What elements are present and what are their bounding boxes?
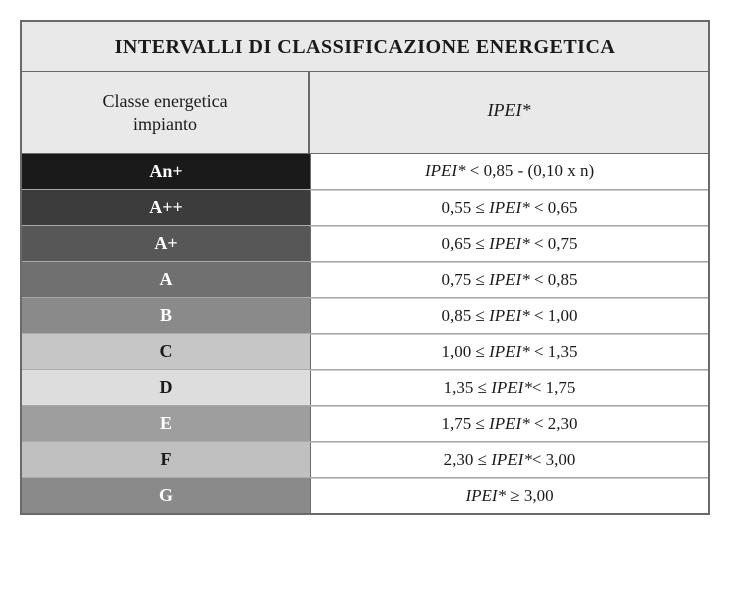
table-row: An+IPEI* < 0,85 - (0,10 x n) — [22, 154, 708, 189]
range-pre: 1,00 ≤ — [442, 342, 490, 361]
header-ipei-col: IPEI* — [310, 72, 708, 153]
range-post: ≥ 3,00 — [506, 486, 554, 505]
table-row: D1,35 ≤ IPEI*< 1,75 — [22, 369, 708, 405]
table-row: C1,00 ≤ IPEI* < 1,35 — [22, 333, 708, 369]
class-cell: A++ — [22, 190, 310, 225]
range-cell: 1,00 ≤ IPEI* < 1,35 — [310, 334, 708, 369]
header-class-col: Classe energetica impianto — [22, 72, 310, 153]
class-cell: G — [22, 478, 310, 513]
ipei-label: IPEI* — [489, 414, 530, 433]
table-row: A++0,55 ≤ IPEI* < 0,65 — [22, 189, 708, 225]
header-class-line1: Classe energetica — [102, 91, 227, 111]
range-cell: 2,30 ≤ IPEI*< 3,00 — [310, 442, 708, 477]
class-cell: D — [22, 370, 310, 405]
ipei-label: IPEI* — [489, 198, 530, 217]
range-cell: IPEI* < 0,85 - (0,10 x n) — [310, 154, 708, 189]
table-row: A+0,65 ≤ IPEI* < 0,75 — [22, 225, 708, 261]
ipei-label: IPEI* — [489, 342, 530, 361]
table-row: E1,75 ≤ IPEI* < 2,30 — [22, 405, 708, 441]
range-pre: 0,85 ≤ — [442, 306, 490, 325]
class-cell: B — [22, 298, 310, 333]
range-pre: 0,65 ≤ — [442, 234, 490, 253]
range-cell: 0,55 ≤ IPEI* < 0,65 — [310, 190, 708, 225]
range-cell: 1,75 ≤ IPEI* < 2,30 — [310, 406, 708, 441]
table-body: An+IPEI* < 0,85 - (0,10 x n)A++0,55 ≤ IP… — [22, 154, 708, 513]
range-post: < 0,75 — [530, 234, 578, 253]
range-post: < 0,65 — [530, 198, 578, 217]
ipei-label: IPEI* — [489, 306, 530, 325]
ipei-label: IPEI* — [425, 161, 466, 180]
class-cell: A+ — [22, 226, 310, 261]
range-pre: 1,75 ≤ — [442, 414, 490, 433]
ipei-label: IPEI* — [491, 378, 532, 397]
range-cell: 0,75 ≤ IPEI* < 0,85 — [310, 262, 708, 297]
class-cell: An+ — [22, 154, 310, 189]
header-class-line2: impianto — [133, 114, 197, 134]
table-title: INTERVALLI DI CLASSIFICAZIONE ENERGETICA — [22, 22, 708, 72]
range-post: < 1,00 — [530, 306, 578, 325]
range-post: < 1,35 — [530, 342, 578, 361]
range-pre: 0,55 ≤ — [442, 198, 490, 217]
energy-class-table: INTERVALLI DI CLASSIFICAZIONE ENERGETICA… — [20, 20, 710, 515]
range-post: < 1,75 — [532, 378, 576, 397]
table-row: A0,75 ≤ IPEI* < 0,85 — [22, 261, 708, 297]
range-pre: 2,30 ≤ — [444, 450, 492, 469]
class-cell: E — [22, 406, 310, 441]
ipei-label: IPEI* — [489, 234, 530, 253]
table-row: GIPEI* ≥ 3,00 — [22, 477, 708, 513]
range-cell: IPEI* ≥ 3,00 — [310, 478, 708, 513]
table-row: B0,85 ≤ IPEI* < 1,00 — [22, 297, 708, 333]
ipei-label: IPEI* — [489, 270, 530, 289]
class-cell: C — [22, 334, 310, 369]
range-post: < 3,00 — [532, 450, 576, 469]
class-cell: A — [22, 262, 310, 297]
class-cell: F — [22, 442, 310, 477]
range-pre: 1,35 ≤ — [444, 378, 492, 397]
ipei-label: IPEI* — [491, 450, 532, 469]
range-pre: 0,75 ≤ — [442, 270, 490, 289]
table-row: F2,30 ≤ IPEI*< 3,00 — [22, 441, 708, 477]
range-cell: 0,65 ≤ IPEI* < 0,75 — [310, 226, 708, 261]
range-cell: 1,35 ≤ IPEI*< 1,75 — [310, 370, 708, 405]
range-post: < 2,30 — [530, 414, 578, 433]
ipei-label: IPEI* — [465, 486, 506, 505]
table-header-row: Classe energetica impianto IPEI* — [22, 72, 708, 154]
range-post: < 0,85 — [530, 270, 578, 289]
range-cell: 0,85 ≤ IPEI* < 1,00 — [310, 298, 708, 333]
range-post: < 0,85 - (0,10 x n) — [466, 161, 595, 180]
